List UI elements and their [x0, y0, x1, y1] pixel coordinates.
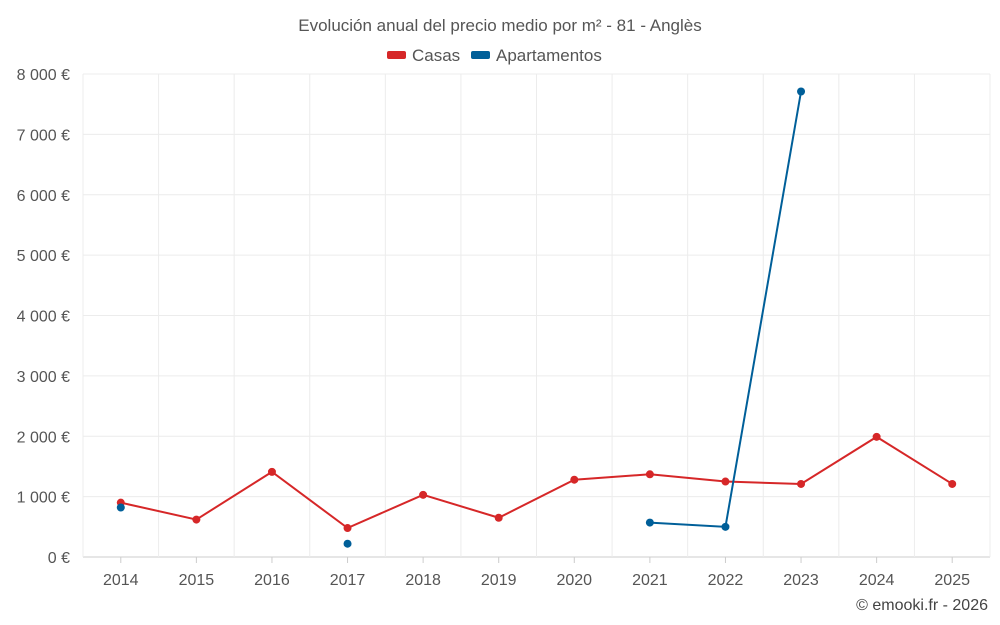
series-line-casas — [120, 435, 953, 530]
data-point-apartamentos[interactable] — [721, 522, 730, 531]
y-tick-label: 1 000 € — [17, 490, 70, 507]
y-tick-label: 8 000 € — [17, 67, 70, 84]
y-tick-label: 4 000 € — [17, 309, 70, 326]
y-tick-label: 3 000 € — [17, 369, 70, 386]
series-lines — [116, 87, 957, 548]
data-point-casas[interactable] — [721, 477, 730, 486]
data-point-apartamentos[interactable] — [645, 518, 654, 527]
x-tick-label: 2017 — [330, 572, 366, 589]
x-tick-label: 2023 — [783, 572, 819, 589]
x-tick-label: 2025 — [934, 572, 970, 589]
legend[interactable]: Casas Apartamentos — [387, 46, 602, 65]
data-point-casas[interactable] — [645, 470, 654, 479]
x-tick-label: 2018 — [405, 572, 441, 589]
x-tick-label: 2021 — [632, 572, 668, 589]
grid — [82, 73, 991, 558]
x-tick-label: 2014 — [103, 572, 139, 589]
legend-item-casas[interactable]: Casas — [387, 46, 460, 65]
data-point-casas[interactable] — [570, 475, 579, 484]
x-tick-label: 2016 — [254, 572, 290, 589]
legend-label: Casas — [412, 46, 460, 65]
series-line-apartamentos — [649, 91, 803, 528]
legend-label: Apartamentos — [496, 46, 602, 65]
y-tick-label: 7 000 € — [17, 127, 70, 144]
x-tick-label: 2024 — [859, 572, 895, 589]
data-point-casas[interactable] — [797, 479, 806, 488]
x-tick-label: 2020 — [556, 572, 592, 589]
y-tick-label: 2 000 € — [17, 429, 70, 446]
y-tick-label: 0 € — [48, 550, 70, 567]
data-point-casas[interactable] — [343, 524, 352, 533]
data-point-apartamentos[interactable] — [116, 503, 125, 512]
y-tick-label: 5 000 € — [17, 248, 70, 265]
x-tick-label: 2019 — [481, 572, 517, 589]
data-point-apartamentos[interactable] — [797, 87, 806, 96]
chart-title: Evolución anual del precio medio por m² … — [298, 16, 702, 35]
data-point-casas[interactable] — [872, 432, 881, 441]
data-point-apartamentos[interactable] — [343, 539, 352, 548]
data-point-casas[interactable] — [948, 479, 957, 488]
legend-swatch — [471, 51, 490, 59]
data-point-casas[interactable] — [419, 490, 428, 499]
x-tick-label: 2022 — [708, 572, 744, 589]
legend-swatch — [387, 51, 406, 59]
data-point-casas[interactable] — [267, 467, 276, 476]
x-tick-label: 2015 — [179, 572, 215, 589]
legend-item-apartamentos[interactable]: Apartamentos — [471, 46, 602, 65]
data-point-casas[interactable] — [494, 513, 503, 522]
data-point-casas[interactable] — [192, 515, 201, 524]
y-tick-label: 6 000 € — [17, 188, 70, 205]
credit-text: © emooki.fr - 2026 — [856, 597, 988, 614]
axes: 0 € 1 000 € 2 000 € 3 000 € 4 000 € 5 000 € 6 … — [17, 67, 970, 589]
